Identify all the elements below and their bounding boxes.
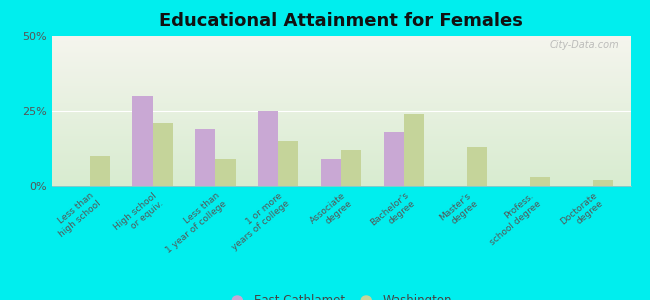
Bar: [133, 96, 153, 186]
Bar: [216, 159, 235, 186]
Bar: [321, 159, 341, 186]
Bar: [196, 129, 216, 186]
Bar: [258, 111, 278, 186]
Bar: [530, 177, 550, 186]
Bar: [384, 132, 404, 186]
Bar: [90, 156, 110, 186]
Bar: [404, 114, 424, 186]
Title: Educational Attainment for Females: Educational Attainment for Females: [159, 12, 523, 30]
Bar: [153, 123, 173, 186]
Bar: [467, 147, 487, 186]
Bar: [593, 180, 613, 186]
Legend: East Cathlamet, Washington: East Cathlamet, Washington: [226, 290, 457, 300]
Text: City-Data.com: City-Data.com: [549, 40, 619, 50]
Bar: [341, 150, 361, 186]
Bar: [278, 141, 298, 186]
